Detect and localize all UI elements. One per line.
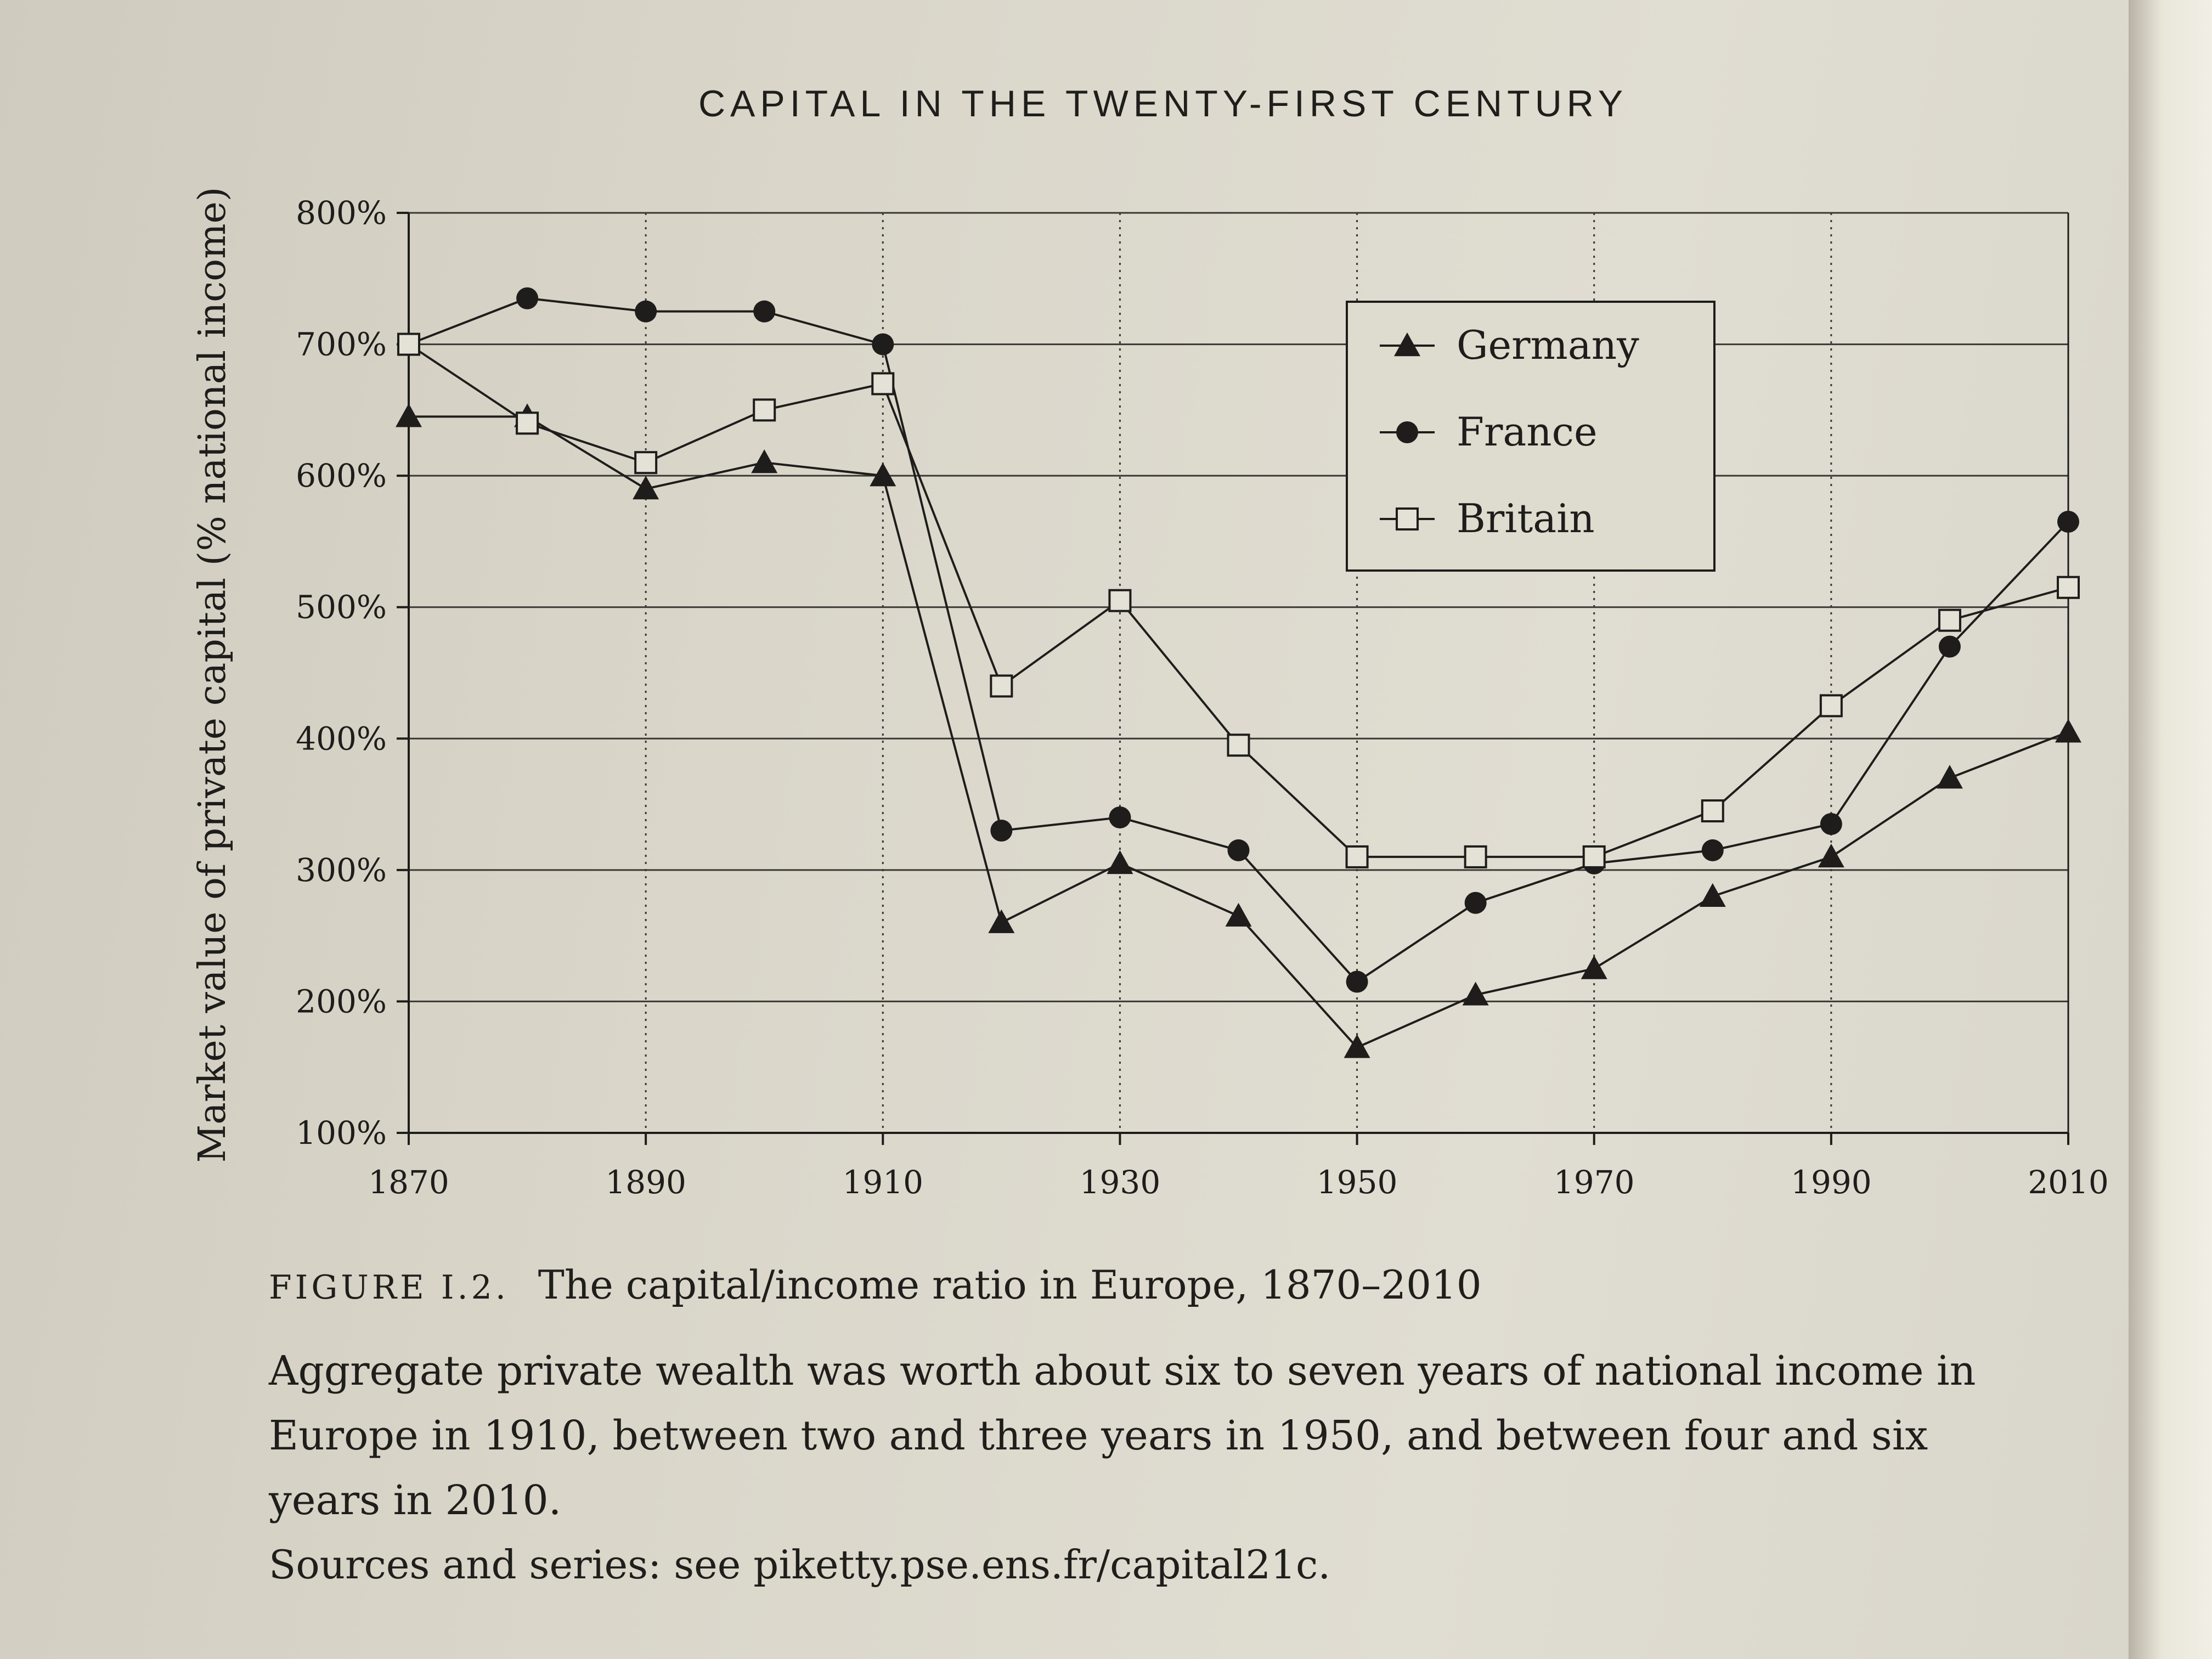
point-britain: [2057, 575, 2080, 599]
point-britain: [1938, 608, 1961, 632]
point-france: [635, 300, 657, 323]
point-britain: [634, 451, 658, 475]
x-tick-label: 2010: [2028, 1164, 2109, 1201]
point-france: [1938, 635, 1961, 658]
y-tick-label: 300%: [296, 851, 387, 889]
y-tick-label: 700%: [296, 326, 387, 363]
legend-marker-france: [1396, 421, 1418, 443]
x-tick-label: 1970: [1554, 1164, 1635, 1201]
point-france: [1346, 970, 1368, 993]
point-britain: [871, 372, 895, 396]
figure-sources: Sources and series: see piketty.pse.ens.…: [269, 1542, 1331, 1588]
legend-marker-britain: [1396, 507, 1419, 531]
point-france: [1820, 813, 1842, 836]
page-edge: [2129, 0, 2212, 1659]
point-france: [516, 287, 539, 309]
x-tick-label: 1990: [1791, 1164, 1872, 1201]
point-britain: [1108, 589, 1132, 612]
point-britain: [1701, 799, 1724, 823]
point-france: [1109, 806, 1131, 829]
y-tick-label: 600%: [296, 457, 387, 494]
point-germany: [1936, 765, 1963, 789]
series-line-france: [408, 297, 2069, 984]
y-tick-label: 100%: [296, 1114, 387, 1152]
series-britain: [397, 332, 2080, 868]
y-tick-label: 500%: [296, 589, 387, 626]
figure-label: FIGURE I.2.: [269, 1268, 509, 1307]
x-tick-label: 1870: [368, 1164, 449, 1201]
series-germany: [396, 403, 2081, 1058]
point-germany: [1699, 883, 1726, 907]
series-line-germany: [409, 415, 2069, 1049]
point-france: [1227, 839, 1250, 861]
point-britain: [1464, 845, 1487, 868]
point-germany: [1225, 902, 1252, 927]
y-tick-label: 400%: [296, 720, 387, 757]
point-britain: [1227, 733, 1250, 757]
x-tick-label: 1910: [842, 1164, 923, 1201]
point-germany: [1462, 981, 1489, 1006]
figure-title: The capital/income ratio in Europe, 1870…: [538, 1262, 1482, 1308]
point-france: [990, 819, 1013, 842]
point-germany: [1344, 1034, 1370, 1058]
x-tick-label: 1890: [605, 1164, 686, 1201]
legend-label-germany: Germany: [1457, 322, 1639, 368]
y-axis-title: Market value of private capital (% natio…: [191, 187, 234, 1163]
series-line-britain: [408, 343, 2069, 858]
point-germany: [1581, 955, 1607, 979]
point-germany: [1107, 850, 1133, 874]
point-britain: [516, 411, 539, 435]
point-germany: [396, 403, 422, 427]
figure-description: Aggregate private wealth was worth about…: [269, 1347, 1976, 1524]
legend-marker-germany: [1394, 332, 1420, 357]
x-tick-label: 1930: [1080, 1164, 1161, 1201]
point-britain: [1582, 845, 1606, 868]
point-france: [753, 300, 776, 323]
legend: Germany France Britain: [1346, 301, 1716, 572]
point-france: [2057, 510, 2079, 533]
y-tick-label: 200%: [296, 983, 387, 1020]
point-germany: [633, 476, 659, 500]
figure-title-line: FIGURE I.2. The capital/income ratio in …: [269, 1262, 2046, 1308]
legend-label-france: France: [1457, 409, 1598, 455]
book-page: [0, 0, 2129, 1659]
point-germany: [751, 449, 778, 473]
point-germany: [1818, 843, 1844, 868]
point-britain: [397, 332, 420, 356]
axis-layer: 100% 200% 300% 400% 500% 600% 700% 800% 1870 1890…: [296, 194, 2109, 1201]
point-france: [1701, 839, 1724, 861]
point-germany: [988, 909, 1015, 933]
point-britain: [1345, 845, 1369, 868]
series-layer: [396, 287, 2081, 1058]
point-germany: [870, 462, 896, 487]
running-head: CAPITAL IN THE TWENTY-FIRST CENTURY: [698, 83, 1628, 125]
point-britain: [1819, 694, 1843, 718]
point-france: [872, 333, 894, 356]
point-britain: [990, 674, 1013, 698]
point-france: [1464, 891, 1487, 914]
series-france: [398, 287, 2079, 993]
y-tick-label: 800%: [296, 194, 387, 232]
point-germany: [2055, 719, 2081, 743]
grid-layer: [409, 212, 2068, 1133]
legend-label-britain: Britain: [1457, 495, 1595, 541]
x-tick-label: 1950: [1317, 1164, 1398, 1201]
point-britain: [753, 398, 776, 422]
